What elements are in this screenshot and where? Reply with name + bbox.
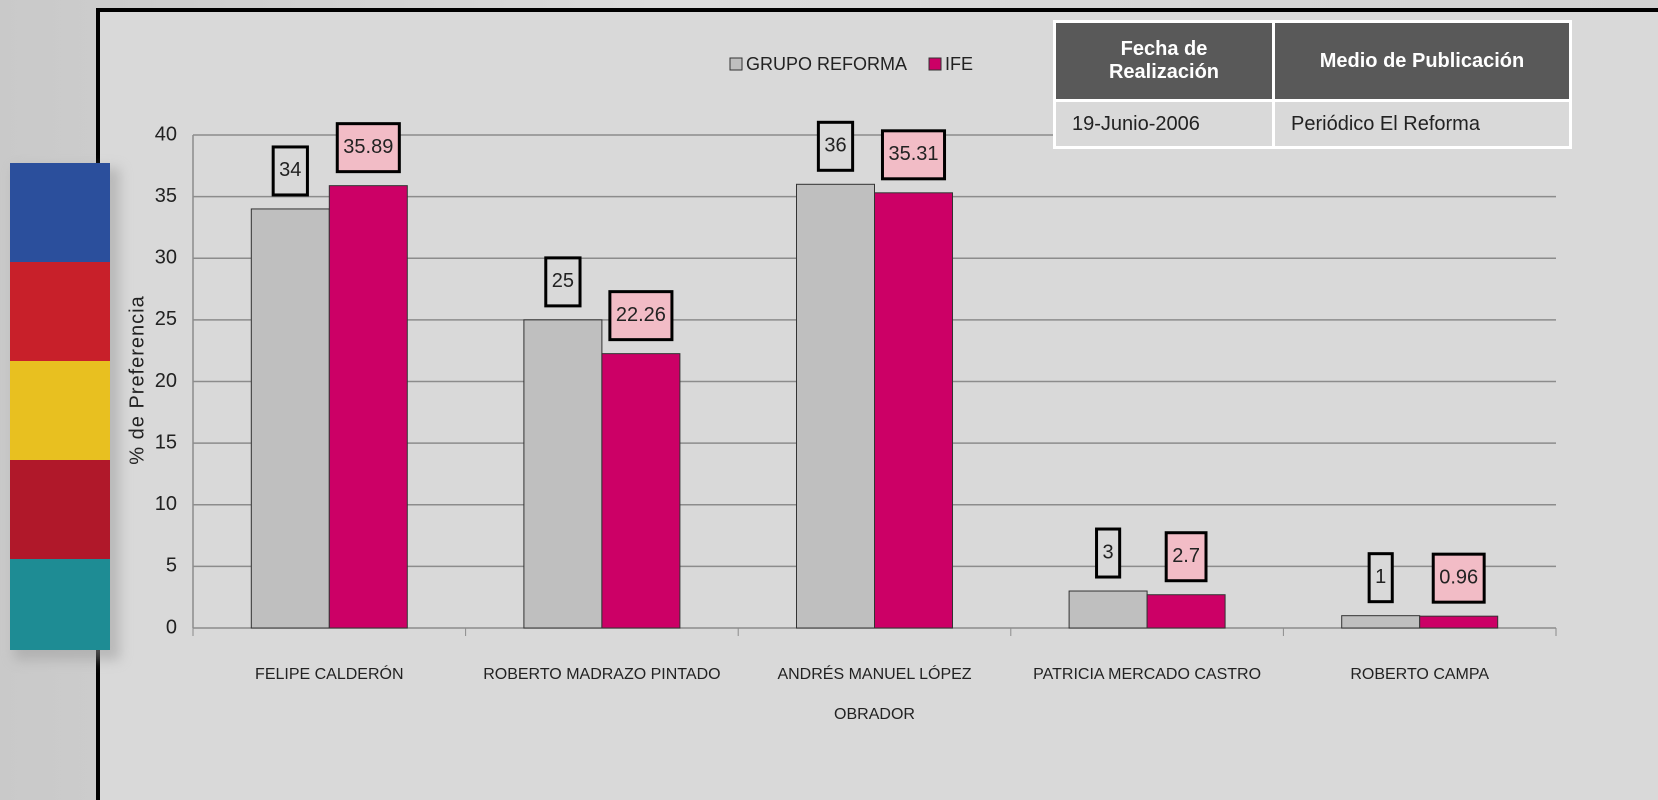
y-tick-label: 15 [155, 431, 177, 453]
data-label: 2.7 [1172, 545, 1200, 567]
candidate-photo [10, 163, 110, 262]
data-label: 36 [824, 135, 846, 157]
bar [1069, 591, 1147, 628]
page: % de Preferencia 0 5 10 15 20 25 30 35 40 GRUPO R… [0, 0, 1658, 800]
data-label: 35.89 [343, 136, 393, 158]
bar [875, 193, 953, 628]
bar [329, 186, 407, 628]
candidate-photo [10, 460, 110, 559]
y-tick-label: 35 [155, 185, 177, 207]
data-label: 25 [552, 270, 574, 292]
y-tick-label: 20 [155, 370, 177, 392]
y-axis-title: % de Preferencia [126, 295, 148, 464]
table-header: Fecha de Realización [1055, 22, 1274, 101]
data-label: 35.31 [888, 143, 938, 165]
bar [602, 354, 680, 628]
legend-swatch [929, 58, 941, 70]
data-label: 3 [1103, 541, 1114, 563]
legend-label: GRUPO REFORMA [746, 54, 907, 74]
legend-label: IFE [945, 54, 973, 74]
data-label: 0.96 [1439, 566, 1478, 588]
y-tick-label: 0 [166, 616, 177, 638]
bar [251, 209, 329, 628]
x-tick-label: PATRICIA MERCADO CASTRO [1016, 655, 1278, 695]
table-cell: 19-Junio-2006 [1055, 101, 1274, 148]
bar [1342, 616, 1420, 628]
x-tick-label: FELIPE CALDERÓN [198, 655, 460, 695]
table-cell: Periódico El Reforma [1274, 101, 1571, 148]
x-tick-label: ROBERTO CAMPA [1289, 655, 1551, 695]
data-label: 34 [279, 159, 301, 181]
candidate-photo [10, 262, 110, 361]
y-tick-label: 5 [166, 555, 177, 577]
data-label: 1 [1375, 566, 1386, 588]
x-tick-label: ROBERTO MADRAZO PINTADO [471, 655, 733, 695]
y-tick-label: 25 [155, 308, 177, 330]
data-label: 22.26 [616, 304, 666, 326]
y-tick-label: 30 [155, 247, 177, 269]
bar [1147, 595, 1225, 628]
bar [1420, 616, 1498, 628]
candidate-photo [10, 361, 110, 460]
legend-swatch [730, 58, 742, 70]
candidate-photo [10, 559, 110, 650]
x-tick-label: ANDRÉS MANUEL LÓPEZ OBRADOR [744, 655, 1006, 735]
y-tick-label: 40 [155, 123, 177, 145]
bar [524, 320, 602, 628]
bar [797, 184, 875, 628]
y-tick-label: 10 [155, 493, 177, 515]
table-header: Medio de Publicación [1274, 22, 1571, 101]
